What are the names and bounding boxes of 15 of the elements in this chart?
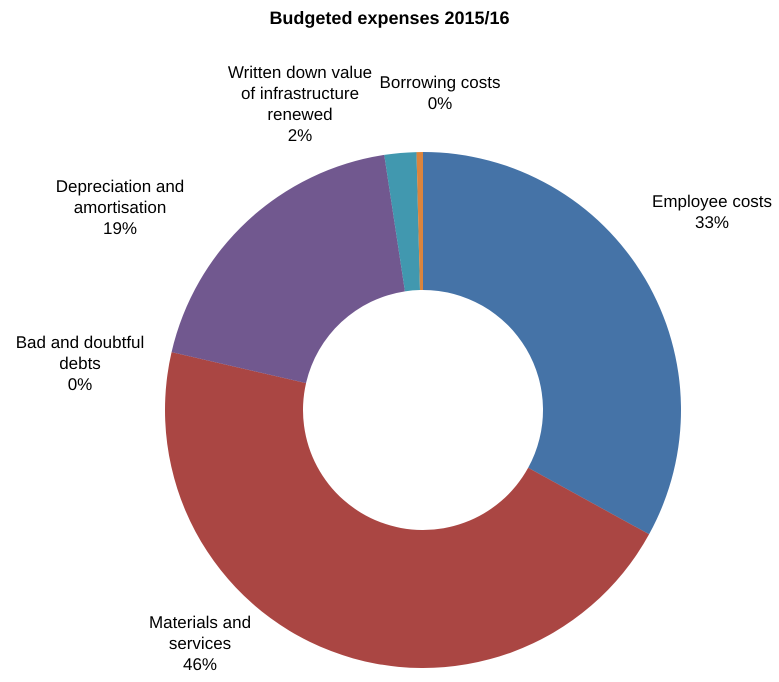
data-label: 33% [694, 213, 730, 232]
category-label: Bad and doubtful debts [16, 333, 144, 373]
data-label: 2% [288, 126, 312, 145]
text: 0% [68, 375, 92, 394]
donut-slice [384, 152, 420, 292]
slice-label: Written down value of infrastructure renewed [228, 63, 372, 124]
slice-label: Depreciation and amortisation [56, 177, 184, 217]
data-label: 46% [182, 655, 218, 674]
chart-title: Budgeted expenses 2015/16 [268, 8, 511, 29]
slice-label: Borrowing costs [380, 73, 500, 92]
slice-label: Materials and services [148, 613, 252, 653]
slice-label: Employee costs [652, 192, 772, 211]
data-label: 0% [428, 94, 452, 113]
data-label: 19% [102, 219, 138, 238]
donut-slice [416, 152, 423, 290]
